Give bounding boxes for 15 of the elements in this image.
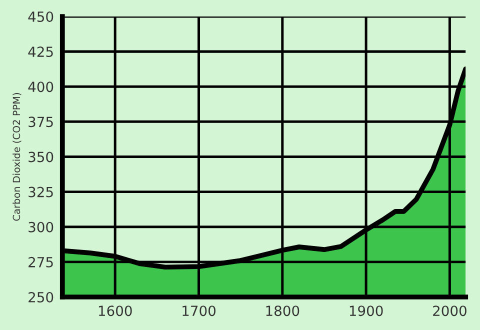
y-tick-label: 275 bbox=[28, 256, 53, 268]
y-tick-label: 300 bbox=[28, 222, 54, 232]
y-tick-label: 350 bbox=[28, 152, 54, 162]
x-tick-label: 2000 bbox=[433, 306, 466, 316]
y-tick-label: 425 bbox=[28, 46, 53, 58]
y-axis-title: Carbon Dioxide (CO2 PPM) bbox=[12, 93, 22, 221]
x-tick-label: 1900 bbox=[350, 306, 383, 316]
x-tick-label: 1800 bbox=[266, 306, 300, 316]
x-tick-label: 1600 bbox=[98, 306, 132, 316]
y-tick-label: 400 bbox=[28, 82, 54, 92]
y-tick-label: 325 bbox=[28, 186, 53, 198]
y-tick-label: 375 bbox=[28, 116, 53, 128]
x-tick-label: 1700 bbox=[182, 306, 216, 316]
y-tick-label: 250 bbox=[28, 292, 54, 302]
y-tick-label: 450 bbox=[28, 11, 54, 22]
